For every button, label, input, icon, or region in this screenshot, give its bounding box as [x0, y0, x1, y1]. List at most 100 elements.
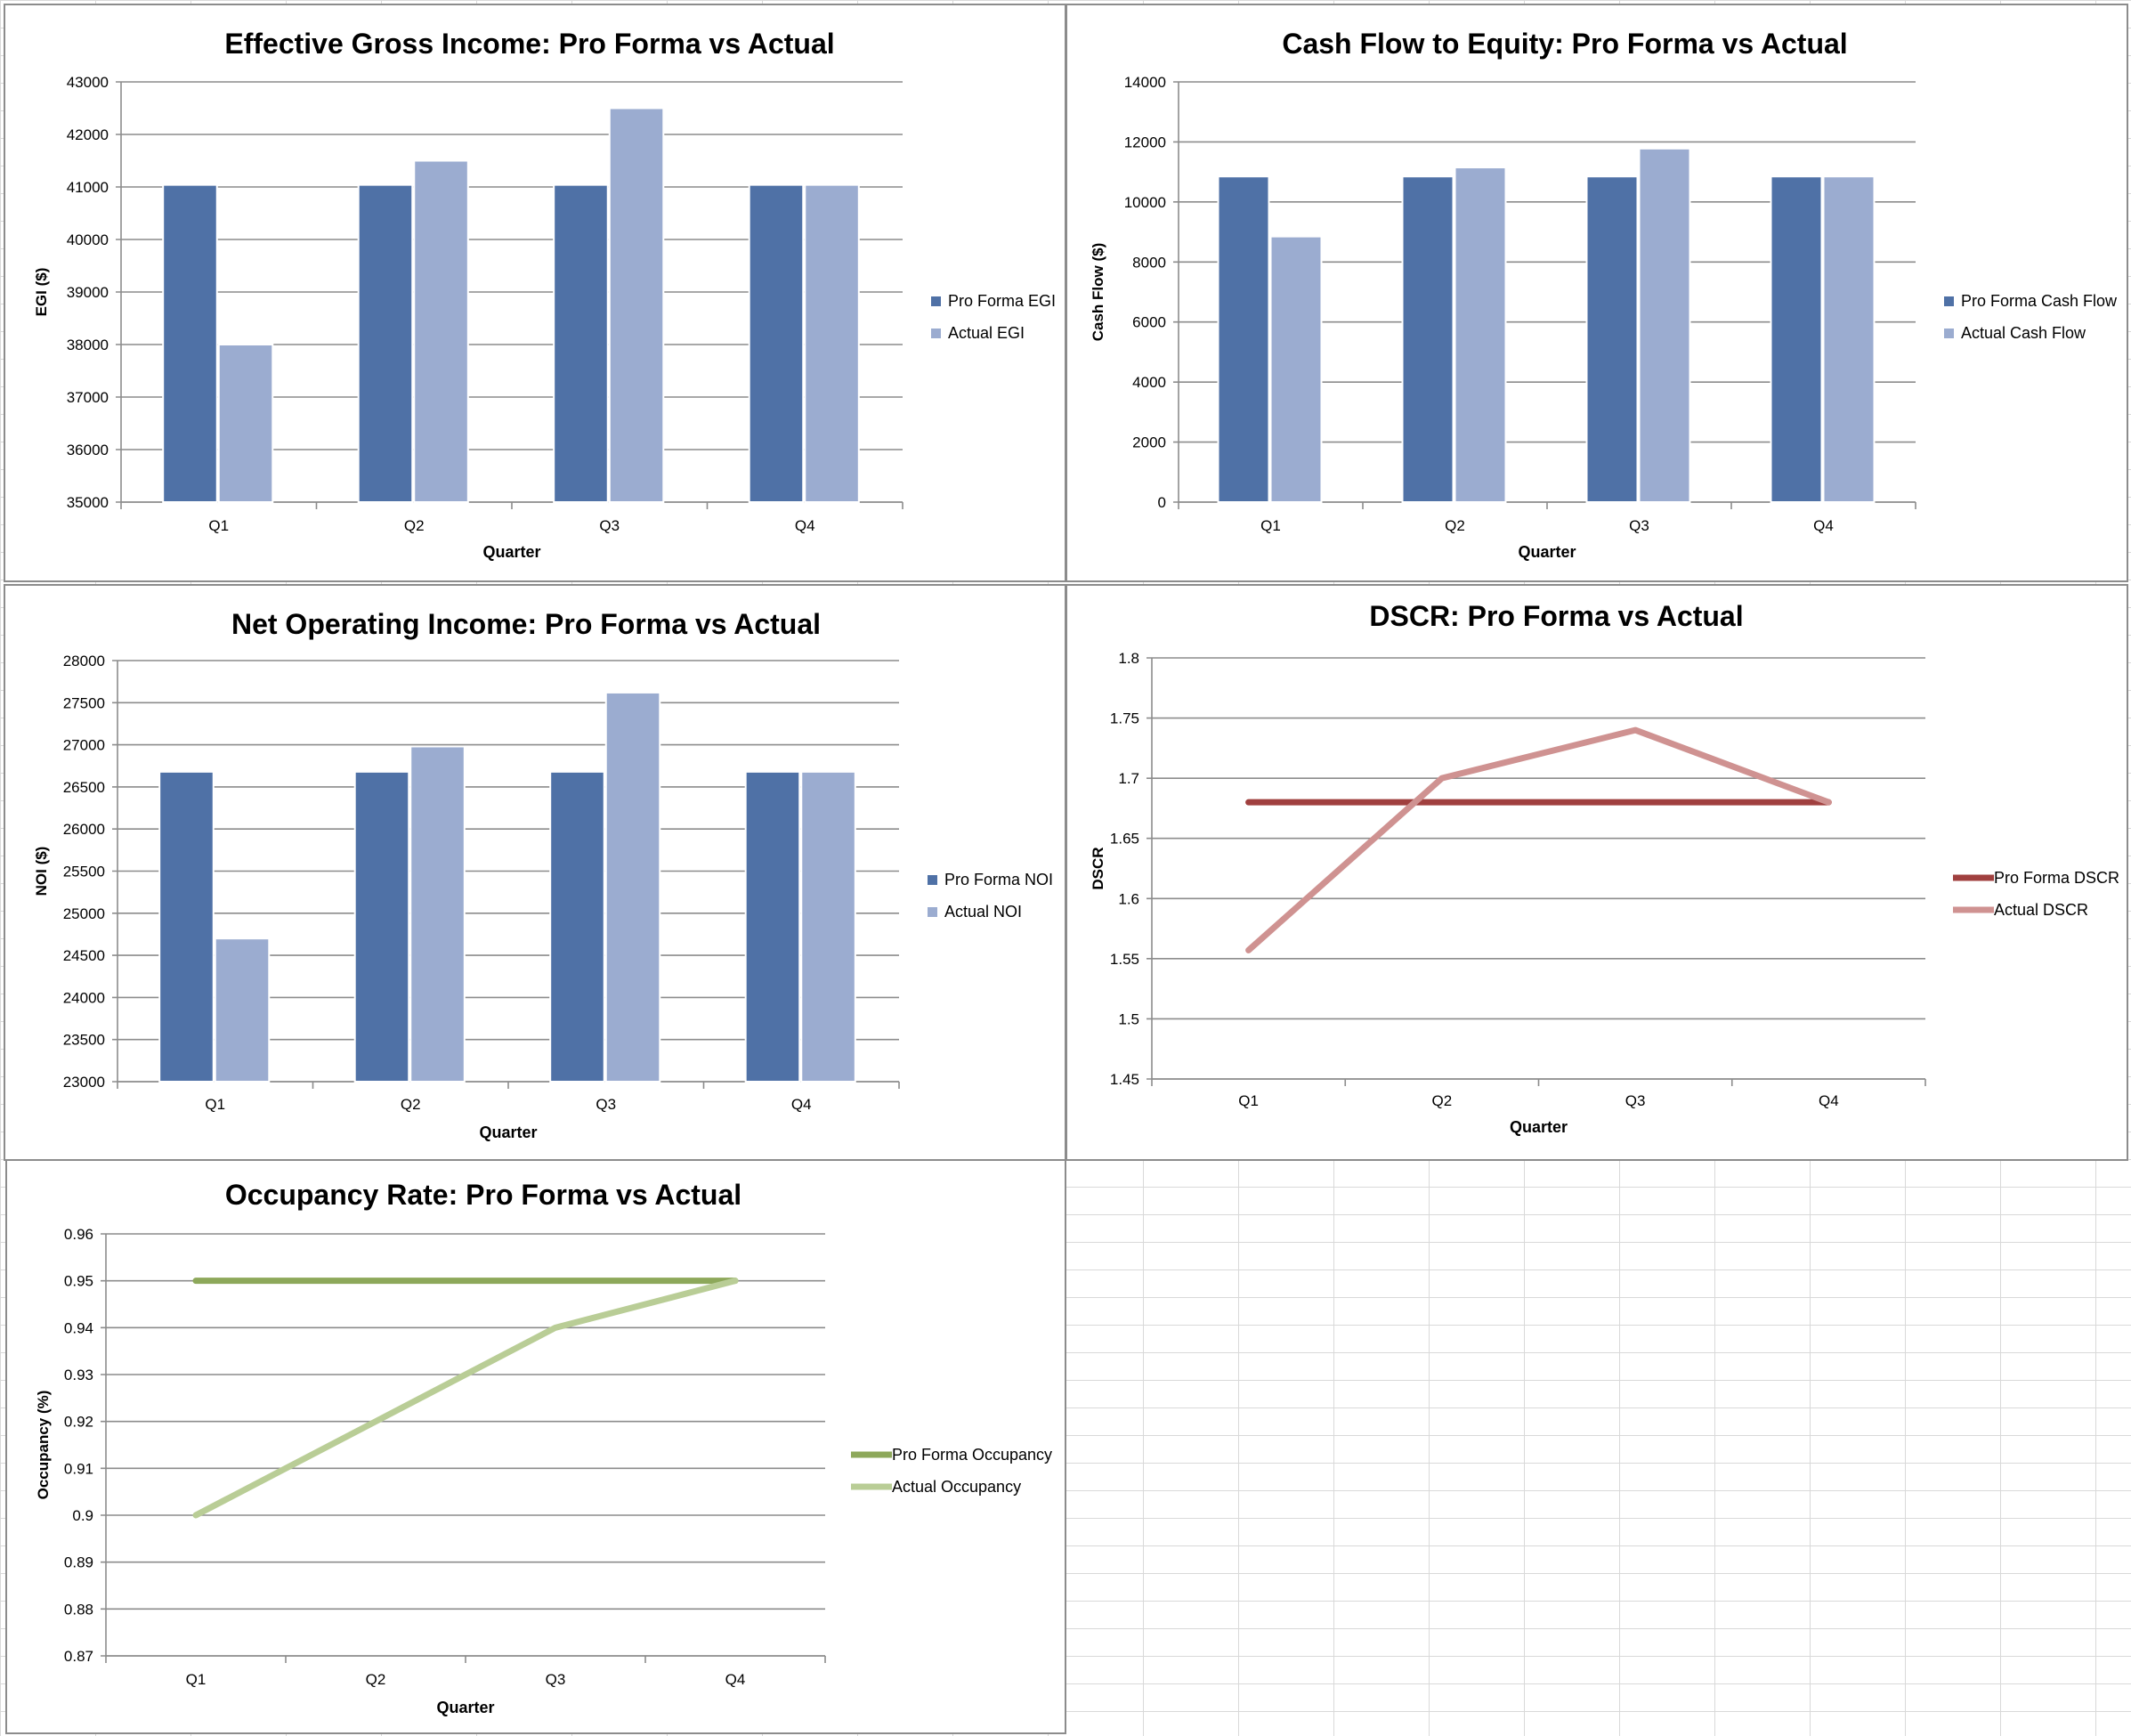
x-tick-label: Q4 [795, 517, 815, 534]
x-axis-title: Quarter [479, 1124, 537, 1141]
legend-label: Pro Forma Occupancy [892, 1446, 1052, 1464]
chart-panel-egi[interactable]: Effective Gross Income: Pro Forma vs Act… [4, 4, 1066, 582]
chart-panel-noi[interactable]: Net Operating Income: Pro Forma vs Actua… [4, 584, 1066, 1161]
chart-title: DSCR: Pro Forma vs Actual [1369, 600, 1743, 632]
legend-label: Actual DSCR [1994, 901, 2088, 919]
chart-title: Net Operating Income: Pro Forma vs Actua… [231, 608, 821, 640]
y-tick-label: 42000 [67, 126, 109, 143]
series-line [192, 1278, 739, 1519]
x-tick-label: Q2 [1445, 517, 1465, 534]
y-tick-label: 14000 [1124, 74, 1166, 91]
x-tick-label: Q3 [599, 517, 620, 534]
chart-svg-occ: Occupancy Rate: Pro Forma vs Actual 0.87 0… [35, 1179, 1052, 1716]
x-tick-label: Q1 [208, 517, 229, 534]
bar [214, 937, 271, 1083]
bar [1585, 175, 1639, 503]
y-tick-label: 0.87 [64, 1648, 93, 1665]
x-tick-label: Q2 [366, 1671, 386, 1688]
bar [158, 770, 215, 1083]
bar [553, 183, 609, 503]
bar [413, 159, 469, 503]
chart-panel-occupancy[interactable]: Occupancy Rate: Pro Forma vs Actual 0.87 0… [5, 1159, 1066, 1734]
x-axis-title: Quarter [1518, 543, 1576, 561]
x-axis-title: Quarter [436, 1699, 494, 1716]
y-tick-label: 27000 [63, 737, 105, 754]
y-tick-label: 0.9 [72, 1507, 93, 1524]
legend-label: Actual Occupancy [892, 1478, 1021, 1496]
bar [162, 183, 218, 503]
x-tick-label: Q2 [401, 1096, 421, 1113]
chart-panel-cash-flow[interactable]: Cash Flow to Equity: Pro Forma vs Actual… [1066, 4, 2128, 582]
bar [1822, 175, 1876, 503]
y-tick-label: 24000 [63, 989, 105, 1006]
y-axis-title: Cash Flow ($) [1090, 243, 1106, 342]
chart-svg-noi: Net Operating Income: Pro Forma vs Actua… [33, 608, 1053, 1141]
y-tick-label: 38000 [67, 337, 109, 353]
x-tick-label: Q1 [205, 1096, 225, 1113]
y-tick-label: 36000 [67, 442, 109, 458]
legend-label: Actual NOI [944, 903, 1022, 921]
x-tick-label: Q3 [546, 1671, 566, 1688]
y-axis-title: NOI ($) [33, 847, 50, 896]
x-tick-label: Q3 [1629, 517, 1649, 534]
y-tick-label: 28000 [63, 653, 105, 669]
y-tick-label: 25000 [63, 905, 105, 922]
chart-title: Effective Gross Income: Pro Forma vs Act… [224, 28, 834, 60]
y-tick-label: 40000 [67, 231, 109, 248]
bar [549, 770, 605, 1083]
legend-swatch [931, 329, 941, 338]
y-tick-label: 24500 [63, 947, 105, 964]
bar [409, 745, 466, 1083]
x-tick-label: Q1 [1238, 1092, 1259, 1109]
legend-swatch [928, 907, 937, 917]
bar [748, 183, 805, 503]
bar [1454, 166, 1507, 503]
y-tick-label: 26000 [63, 821, 105, 838]
x-tick-label: Q3 [596, 1096, 616, 1113]
y-tick-label: 35000 [67, 494, 109, 511]
x-tick-label: Q4 [791, 1096, 812, 1113]
y-tick-label: 37000 [67, 389, 109, 406]
bar [357, 183, 414, 503]
x-tick-label: Q2 [1432, 1092, 1453, 1109]
x-tick-label: Q1 [1260, 517, 1281, 534]
chart-panel-dscr[interactable]: DSCR: Pro Forma vs Actual 1.45 1.5 1.55 1.6 1… [1066, 584, 2128, 1161]
bar [800, 770, 856, 1083]
bar [1770, 175, 1823, 503]
bar [1269, 235, 1323, 503]
y-tick-label: 0.92 [64, 1414, 93, 1431]
y-tick-label: 43000 [67, 74, 109, 91]
y-tick-label: 0.91 [64, 1460, 93, 1477]
bar [608, 107, 665, 503]
y-tick-label: 1.75 [1110, 710, 1139, 727]
y-tick-label: 23500 [63, 1032, 105, 1049]
y-tick-label: 23000 [63, 1074, 105, 1091]
bar [217, 344, 274, 503]
y-tick-label: 1.8 [1118, 650, 1139, 667]
bar [744, 770, 801, 1083]
legend-label: Actual EGI [948, 324, 1025, 342]
y-tick-label: 0.93 [64, 1367, 93, 1383]
y-tick-label: 0.89 [64, 1554, 93, 1571]
y-tick-label: 0.88 [64, 1601, 93, 1618]
x-tick-label: Q4 [725, 1671, 746, 1688]
chart-svg-egi: Effective Gross Income: Pro Forma vs Act… [33, 28, 1056, 561]
bar [1638, 147, 1691, 504]
x-axis-title: Quarter [1510, 1118, 1568, 1136]
legend-label: Actual Cash Flow [1961, 324, 2086, 342]
legend-swatch [1944, 329, 1954, 338]
x-tick-label: Q4 [1819, 1092, 1839, 1109]
chart-svg-dscr: DSCR: Pro Forma vs Actual 1.45 1.5 1.55 1.6 1… [1090, 600, 2119, 1136]
y-tick-label: 1.55 [1110, 951, 1139, 968]
bar [604, 691, 661, 1083]
series-line [1245, 726, 1832, 953]
x-axis-title: Quarter [482, 543, 540, 561]
y-tick-label: 27500 [63, 694, 105, 711]
y-tick-label: 1.45 [1110, 1071, 1139, 1088]
bar [804, 183, 860, 503]
bar [1401, 175, 1454, 503]
x-tick-label: Q4 [1813, 517, 1834, 534]
legend-label: Pro Forma NOI [944, 871, 1053, 888]
legend-swatch [931, 296, 941, 306]
legend-label: Pro Forma DSCR [1994, 869, 2119, 887]
